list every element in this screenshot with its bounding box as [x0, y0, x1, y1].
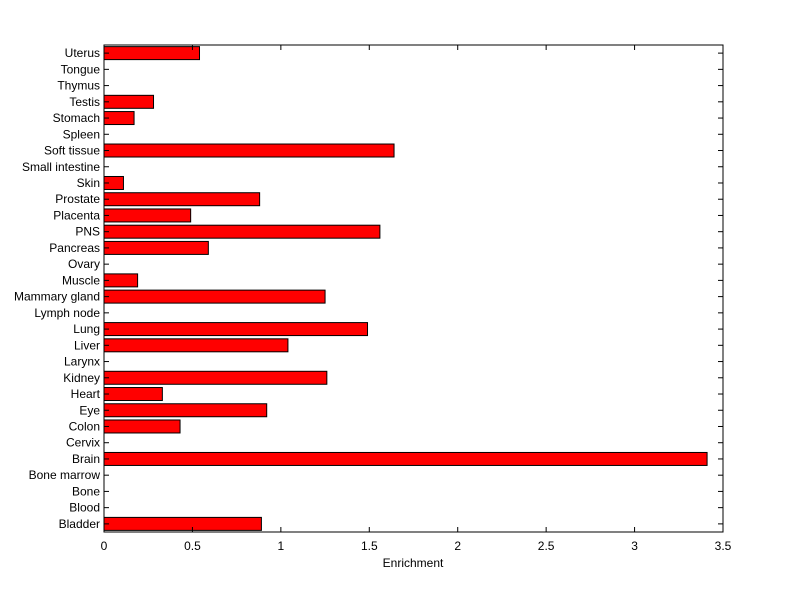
x-tick-label-6: 3	[631, 539, 638, 553]
category-label-skin: Skin	[77, 176, 100, 190]
category-label-placenta: Placenta	[53, 208, 100, 222]
category-label-soft-tissue: Soft tissue	[44, 144, 100, 158]
bar-pns	[103, 224, 381, 239]
plot-area	[103, 44, 724, 533]
category-label-muscle: Muscle	[62, 273, 100, 287]
bar-bladder	[103, 516, 262, 531]
category-label-larynx: Larynx	[64, 355, 100, 369]
x-tick-label-5: 2.5	[538, 539, 555, 553]
bar-mammary-gland	[103, 289, 326, 304]
bar-colon	[103, 419, 181, 434]
category-label-uterus: Uterus	[65, 46, 100, 60]
category-label-small-intestine: Small intestine	[22, 160, 100, 174]
category-label-pns: PNS	[75, 225, 100, 239]
category-label-eye: Eye	[79, 403, 100, 417]
bar-pancreas	[103, 240, 209, 255]
x-tick-label-2: 1	[278, 539, 285, 553]
bar-muscle	[103, 273, 139, 288]
category-label-blood: Blood	[69, 501, 100, 515]
bar-brain	[103, 451, 708, 466]
bar-heart	[103, 387, 163, 402]
bar-lung	[103, 322, 369, 337]
category-label-colon: Colon	[69, 419, 100, 433]
category-label-brain: Brain	[72, 452, 100, 466]
bar-placenta	[103, 208, 192, 223]
x-axis-label: Enrichment	[383, 556, 444, 570]
category-label-bladder: Bladder	[59, 517, 100, 531]
bar-uterus	[103, 46, 201, 61]
bar-soft-tissue	[103, 143, 395, 158]
x-tick-label-0: 0	[101, 539, 108, 553]
category-label-testis: Testis	[69, 95, 100, 109]
bar-eye	[103, 403, 268, 418]
bar-testis	[103, 94, 155, 109]
bar-prostate	[103, 192, 261, 207]
bar-liver	[103, 338, 289, 353]
category-label-pancreas: Pancreas	[49, 241, 100, 255]
bar-kidney	[103, 370, 328, 385]
x-tick-label-4: 2	[454, 539, 461, 553]
category-label-lung: Lung	[73, 322, 100, 336]
category-label-tongue: Tongue	[61, 62, 101, 76]
category-label-kidney: Kidney	[63, 371, 100, 385]
x-ticks-group: 0 0.5 1 1.5 2 2.5 3 3.5	[101, 45, 732, 553]
category-label-prostate: Prostate	[55, 192, 100, 206]
category-label-bone: Bone	[72, 484, 100, 498]
x-tick-label-3: 1.5	[361, 539, 378, 553]
category-label-heart: Heart	[71, 387, 101, 401]
category-label-bone-marrow: Bone marrow	[29, 468, 101, 482]
category-label-liver: Liver	[74, 338, 100, 352]
category-label-stomach: Stomach	[53, 111, 100, 125]
category-label-mammary-gland: Mammary gland	[14, 290, 100, 304]
category-label-lymph-node: Lymph node	[34, 306, 100, 320]
bars-group	[103, 46, 708, 531]
y-ticks-group: Uterus Tongue Thymus Testis Stomach Spleen Sof…	[14, 46, 723, 531]
x-tick-label-7: 3.5	[715, 539, 732, 553]
x-tick-label-1: 0.5	[184, 539, 201, 553]
category-label-thymus: Thymus	[57, 79, 100, 93]
category-label-ovary: Ovary	[68, 257, 100, 271]
category-label-spleen: Spleen	[63, 127, 100, 141]
category-label-cervix: Cervix	[66, 436, 100, 450]
